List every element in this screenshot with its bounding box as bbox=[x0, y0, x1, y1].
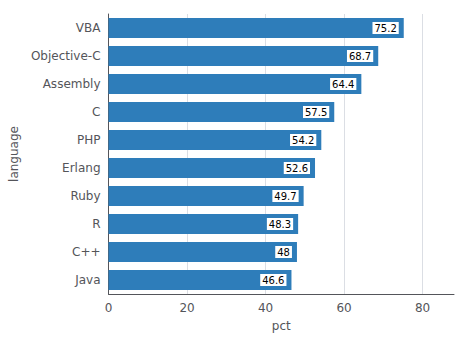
svg-text:C: C bbox=[92, 105, 100, 119]
svg-text:20: 20 bbox=[179, 301, 194, 315]
svg-text:Erlang: Erlang bbox=[62, 161, 100, 175]
svg-text:C++: C++ bbox=[72, 245, 101, 259]
svg-text:language: language bbox=[7, 126, 21, 182]
svg-text:pct: pct bbox=[272, 319, 291, 333]
svg-text:Java: Java bbox=[74, 273, 100, 287]
svg-text:R: R bbox=[92, 217, 100, 231]
svg-text:64.4: 64.4 bbox=[332, 79, 354, 90]
svg-text:57.5: 57.5 bbox=[305, 107, 327, 118]
svg-text:60: 60 bbox=[336, 301, 351, 315]
svg-text:54.2: 54.2 bbox=[292, 135, 314, 146]
svg-text:48: 48 bbox=[277, 247, 290, 258]
svg-text:75.2: 75.2 bbox=[374, 23, 396, 34]
svg-text:52.6: 52.6 bbox=[286, 163, 308, 174]
svg-text:80: 80 bbox=[415, 301, 430, 315]
svg-text:Ruby: Ruby bbox=[70, 189, 100, 203]
svg-text:VBA: VBA bbox=[76, 21, 101, 35]
svg-text:PHP: PHP bbox=[77, 133, 101, 147]
svg-text:0: 0 bbox=[105, 301, 113, 315]
svg-text:Assembly: Assembly bbox=[43, 77, 101, 91]
svg-text:40: 40 bbox=[258, 301, 273, 315]
svg-text:48.3: 48.3 bbox=[269, 219, 291, 230]
svg-text:46.6: 46.6 bbox=[262, 275, 284, 286]
svg-text:68.7: 68.7 bbox=[349, 51, 371, 62]
svg-text:Objective-C: Objective-C bbox=[31, 49, 101, 63]
svg-text:49.7: 49.7 bbox=[274, 191, 296, 202]
